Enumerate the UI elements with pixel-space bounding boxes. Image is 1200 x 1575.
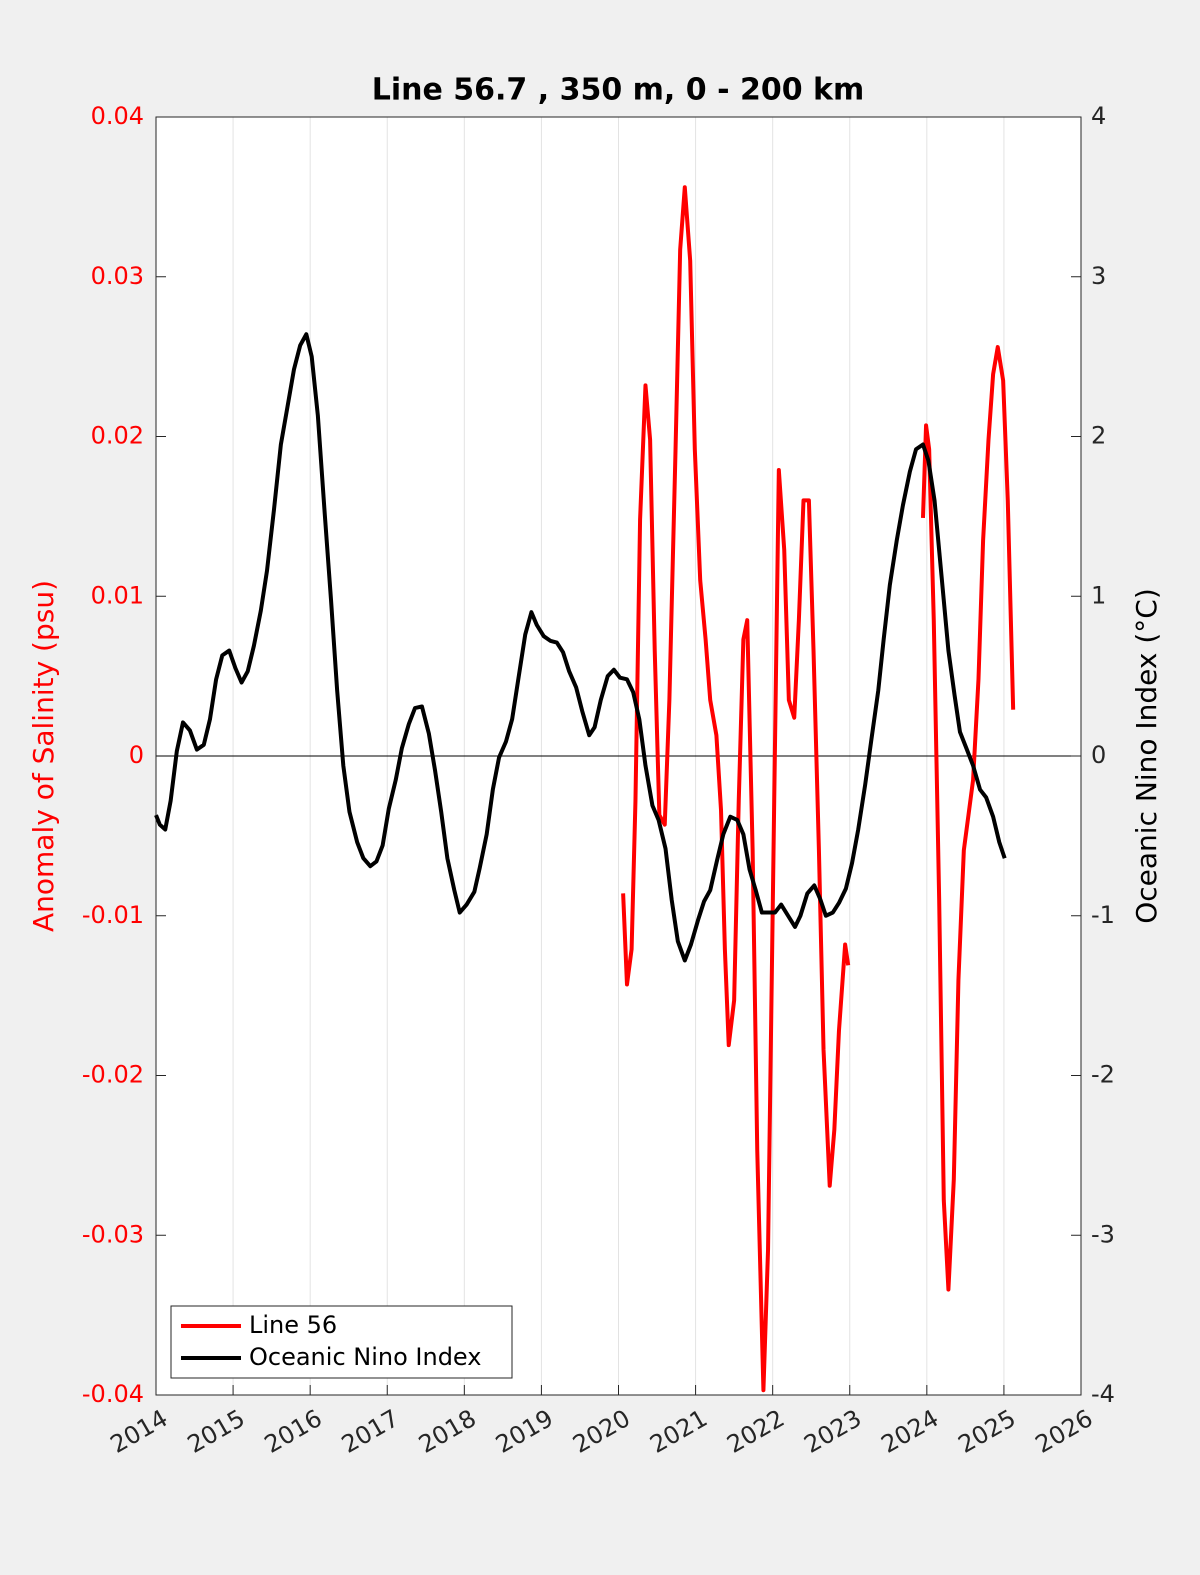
y2-tick-label: -3	[1091, 1220, 1115, 1248]
line-series	[154, 332, 1007, 963]
y2-tick-label: -4	[1091, 1380, 1115, 1408]
plot-frame	[155, 116, 1082, 1396]
y2-axis-label: Oceanic Nino Index (°C)	[1130, 588, 1163, 924]
y2-tick-label: 3	[1091, 262, 1106, 290]
y2-tick-label: 1	[1091, 581, 1106, 609]
legend-label: Line 56	[249, 1311, 337, 1339]
chart-title: Line 56.7 , 350 m, 0 - 200 km	[372, 73, 865, 108]
y-tick-label: 0.03	[91, 262, 144, 290]
legend-box	[170, 1305, 513, 1379]
y-tick-label: -0.04	[82, 1380, 144, 1408]
y2-tick-label: 4	[1091, 102, 1106, 130]
y2-tick-label: 0	[1091, 741, 1106, 769]
y-tick-label: -0.01	[82, 901, 144, 929]
y-tick-label: 0.04	[91, 102, 144, 130]
y-tick-label: 0.01	[91, 581, 144, 609]
y-tick-label: -0.03	[82, 1220, 144, 1248]
y2-tick-label: 2	[1091, 422, 1106, 450]
legend-label: Oceanic Nino Index	[249, 1343, 481, 1371]
y-tick-label: 0.02	[91, 422, 144, 450]
y2-tick-label: -2	[1091, 1061, 1115, 1089]
line-series	[621, 185, 1016, 1393]
y-tick-label: 0	[129, 741, 144, 769]
y-tick-label: -0.02	[82, 1061, 144, 1089]
y2-tick-label: -1	[1091, 901, 1115, 929]
y-axis-label: Anomaly of Salinity (psu)	[27, 580, 60, 932]
